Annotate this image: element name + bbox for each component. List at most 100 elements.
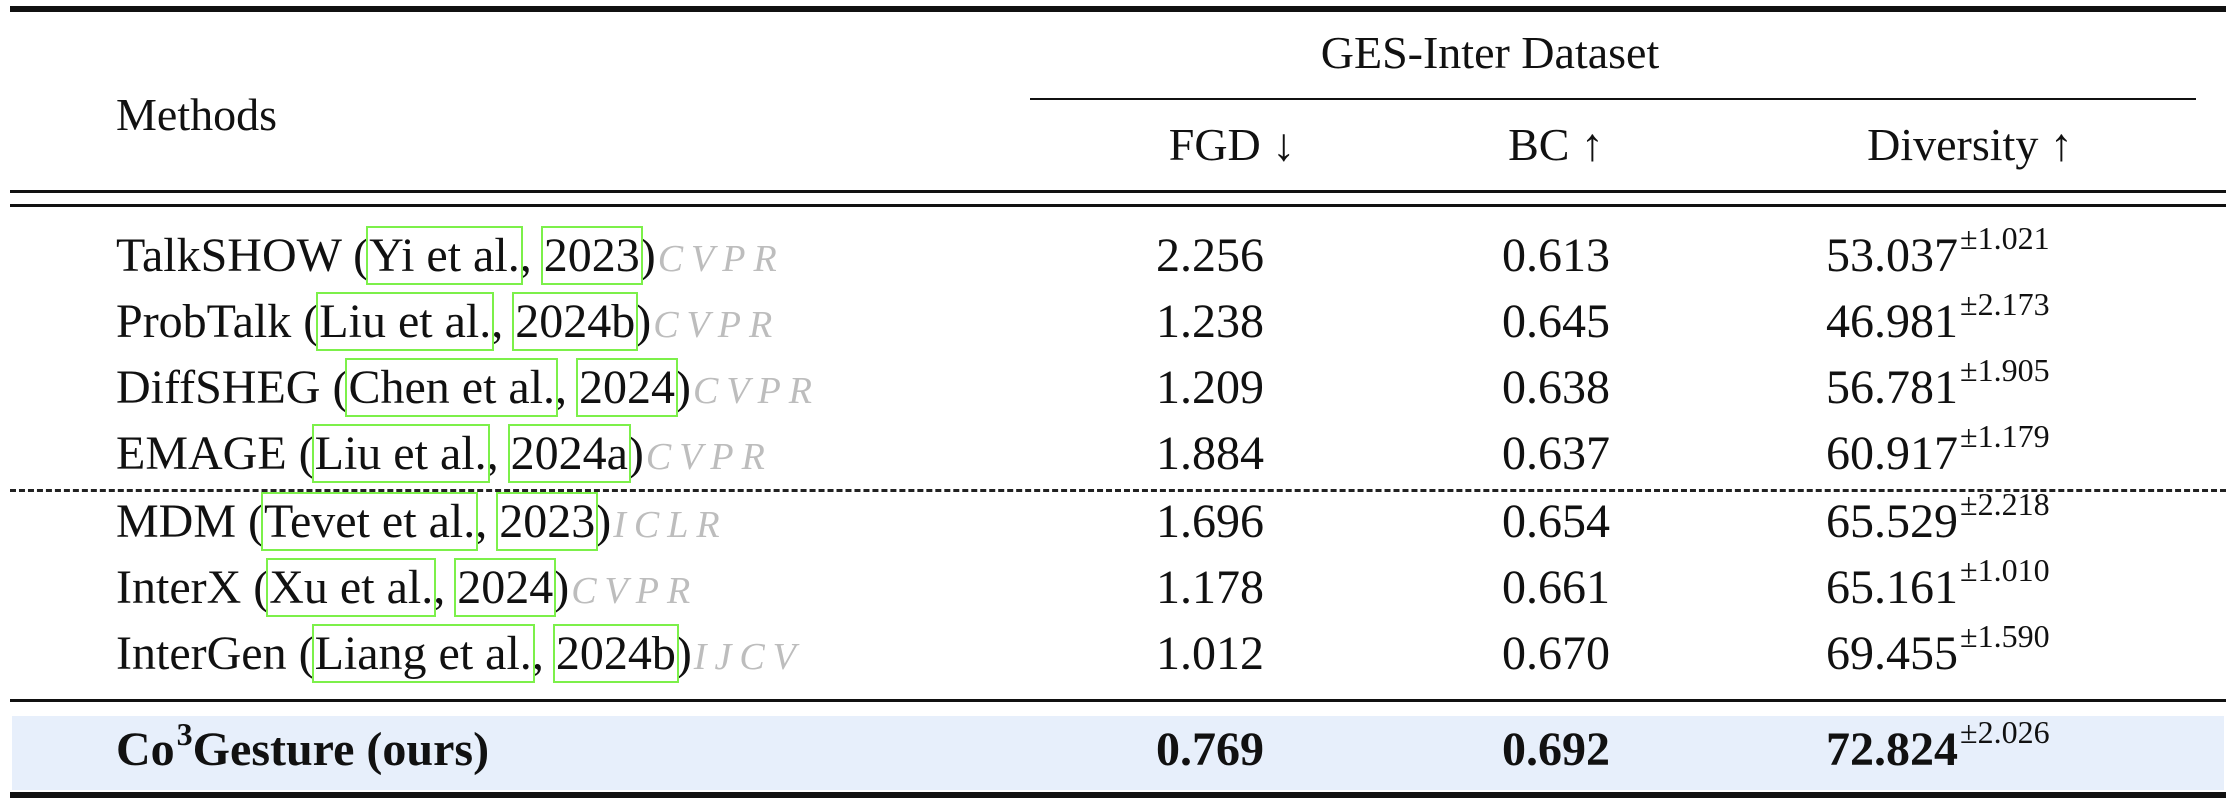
ours-fgd: 0.769: [1060, 726, 1360, 774]
ours-method: Co3Gesture (ours): [116, 718, 490, 776]
citation-close: ): [553, 561, 570, 614]
citation-year[interactable]: 2024b: [512, 292, 639, 351]
citation-sep: ,: [475, 495, 500, 548]
diversity-value: 65.529: [1826, 495, 1958, 548]
method-name: EMAGE (: [116, 427, 315, 480]
ours-name-sup: 3: [176, 716, 193, 752]
bc-cell: 0.637: [1502, 427, 1610, 480]
fgd-header: FGD ↓: [1168, 119, 1296, 170]
method-name: InterX (: [116, 561, 270, 614]
method-cell: TalkSHOW (Yi et al., 2023)CVPR: [116, 226, 785, 285]
methods-header: Methods: [116, 89, 277, 140]
method-cell: EMAGE (Liu et al., 2024a)CVPR: [116, 424, 773, 483]
bc-cell: 0.654: [1502, 495, 1610, 548]
diversity-sd: ±1.590: [1960, 618, 2050, 654]
bottom-rule: [10, 792, 2226, 798]
method-name: TalkSHOW (: [116, 229, 370, 282]
diversity-cell: 60.917±1.179: [1826, 420, 2050, 480]
citation-author[interactable]: Liang et al.: [311, 624, 535, 683]
ours-fgd-value: 0.769: [1156, 723, 1264, 776]
citation-year[interactable]: 2023: [496, 492, 599, 551]
citation-close: ): [639, 229, 656, 282]
diversity-sd: ±1.179: [1960, 418, 2050, 454]
citation-year[interactable]: 2024: [454, 558, 557, 617]
ours-bc: 0.692: [1406, 726, 1706, 774]
venue-label: ICLR: [613, 504, 728, 546]
method-name: DiffSHEG (: [116, 361, 349, 414]
ours-name-prefix: Co: [116, 723, 175, 776]
group-separator: [10, 489, 2226, 492]
fgd-cell: 1.209: [1156, 361, 1264, 414]
fgd-cell: 1.696: [1156, 495, 1264, 548]
venue-label: CVPR: [571, 570, 699, 612]
dataset-underline: [1030, 98, 2196, 100]
diversity-cell: 69.455±1.590: [1826, 620, 2050, 680]
fgd-cell: 1.012: [1156, 627, 1264, 680]
citation-close: ): [675, 627, 692, 680]
bc-cell: 0.638: [1502, 361, 1610, 414]
citation-author[interactable]: Liu et al.: [311, 424, 490, 483]
dataset-header: GES-Inter Dataset: [1320, 27, 1660, 78]
diversity-value: 60.917: [1826, 427, 1958, 480]
diversity-cell: 53.037±1.021: [1826, 222, 2050, 280]
citation-close: ): [595, 495, 612, 548]
citation-author[interactable]: Yi et al.: [366, 226, 523, 285]
bc-header: BC ↑: [1508, 119, 1604, 170]
fgd-cell: 2.256: [1156, 229, 1264, 282]
diversity-cell: 56.781±1.905: [1826, 354, 2050, 414]
diversity-header: Diversity ↑: [1867, 119, 2073, 170]
method-cell: InterX (Xu et al., 2024)CVPR: [116, 558, 699, 617]
citation-year[interactable]: 2024b: [552, 624, 679, 683]
ours-name-suffix: Gesture (ours): [192, 723, 490, 776]
citation-close: ): [675, 361, 692, 414]
fgd-cell: 1.884: [1156, 427, 1264, 480]
diversity-value: 69.455: [1826, 627, 1958, 680]
method-name: InterGen (: [116, 627, 315, 680]
venue-label: CVPR: [645, 436, 773, 478]
method-name: MDM (: [116, 495, 265, 548]
method-cell: ProbTalk (Liu et al., 2024b)CVPR: [116, 292, 781, 351]
citation-sep: ,: [531, 627, 556, 680]
citation-close: ): [627, 427, 644, 480]
diversity-sd: ±1.021: [1960, 220, 2050, 256]
bc-cell: 0.661: [1502, 561, 1610, 614]
diversity-cell: 65.161±1.010: [1826, 554, 2050, 612]
citation-sep: ,: [486, 427, 511, 480]
citation-author[interactable]: Liu et al.: [316, 292, 495, 351]
method-cell: DiffSHEG (Chen et al., 2024)CVPR: [116, 358, 821, 417]
ours-div-sd: ±2.026: [1960, 714, 2050, 750]
method-cell: MDM (Tevet et al., 2023)ICLR: [116, 492, 728, 551]
fgd-cell: 1.178: [1156, 561, 1264, 614]
diversity-value: 56.781: [1826, 361, 1958, 414]
bc-cell: 0.670: [1502, 627, 1610, 680]
header-rule-2: [10, 204, 2226, 207]
header-rule-1: [10, 190, 2226, 193]
top-rule: [10, 6, 2226, 12]
venue-label: CVPR: [653, 304, 781, 346]
citation-year[interactable]: 2023: [540, 226, 643, 285]
diversity-value: 46.981: [1826, 295, 1958, 348]
ours-bc-value: 0.692: [1502, 723, 1610, 776]
citation-year[interactable]: 2024: [576, 358, 679, 417]
ours-diversity: 72.824±2.026: [1826, 716, 2050, 776]
method-name: ProbTalk (: [116, 295, 320, 348]
ours-div-value: 72.824: [1826, 723, 1958, 776]
ours-rule: [10, 699, 2226, 702]
fgd-cell: 1.238: [1156, 295, 1264, 348]
citation-year[interactable]: 2024a: [507, 424, 631, 483]
diversity-sd: ±1.905: [1960, 352, 2050, 388]
citation-author[interactable]: Tevet et al.: [261, 492, 479, 551]
ours-highlight: [12, 716, 2224, 790]
venue-label: IJCV: [693, 636, 804, 678]
venue-label: CVPR: [693, 370, 821, 412]
bc-cell: 0.613: [1502, 229, 1610, 282]
venue-label: CVPR: [657, 238, 785, 280]
method-cell: InterGen (Liang et al., 2024b)IJCV: [116, 624, 804, 683]
citation-sep: ,: [555, 361, 580, 414]
citation-sep: ,: [491, 295, 516, 348]
citation-author[interactable]: Chen et al.: [345, 358, 559, 417]
citation-sep: ,: [433, 561, 458, 614]
diversity-sd: ±1.010: [1960, 552, 2050, 588]
citation-author[interactable]: Xu et al.: [266, 558, 437, 617]
citation-sep: ,: [519, 229, 544, 282]
